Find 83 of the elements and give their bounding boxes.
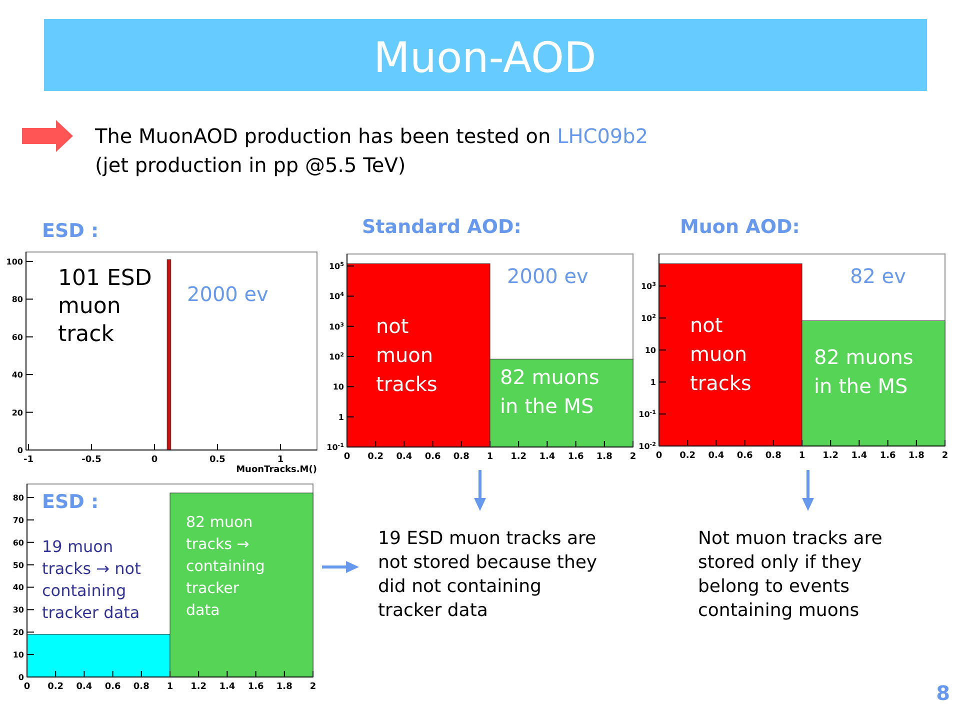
y-tick-label: 80: [12, 295, 24, 304]
y-tick-label: 10$^{-1}$: [638, 409, 656, 419]
y-tick-label: 70: [12, 516, 24, 525]
x-tick-label: 0.4: [396, 452, 412, 462]
y-tick-label: 10: [644, 346, 656, 355]
y-tick-label: 10$^{-1}$: [326, 442, 344, 452]
y-tick-label: 30: [12, 606, 24, 615]
x-tick-label: 1.8: [276, 682, 292, 692]
x-tick-label: 1.8: [908, 451, 924, 461]
x-tick-label: 1.4: [851, 451, 868, 461]
annotation: 82 muon tracks → containing tracker data: [186, 513, 265, 619]
x-tick-label: 2: [630, 452, 636, 462]
y-tick-label: 10: [332, 382, 344, 392]
x-tick-label: 1.8: [596, 452, 612, 462]
x-tick-label: 0.5: [210, 455, 226, 465]
y-tick-label: 1: [338, 412, 344, 422]
x-axis-title: MuonTracks.M(): [236, 465, 317, 475]
x-tick-label: 0.8: [765, 451, 782, 461]
annotation: 101 ESD muon track: [58, 266, 152, 347]
y-tick-label: 40: [12, 583, 24, 592]
text: Muon-AOD: [374, 33, 596, 82]
y-tick-label: 60: [12, 332, 24, 342]
text: (jet production in pp @5.5 TeV): [95, 153, 406, 177]
y-tick-label: 10$^{2}$: [640, 313, 656, 323]
x-tick-label: 0.4: [708, 451, 724, 461]
annotation: 19 muon tracks → not containing tracker data: [42, 537, 141, 622]
y-tick-label: 80: [12, 493, 24, 502]
x-tick-label: 1.6: [568, 452, 584, 462]
x-tick-label: 0.6: [104, 682, 121, 692]
x-tick-label: 1.4: [219, 682, 236, 692]
x-tick-label: 0.2: [368, 452, 384, 462]
x-tick-label: 0.2: [48, 682, 64, 692]
x-tick-label: 1.2: [190, 682, 207, 692]
y-tick-label: 20: [12, 628, 24, 638]
x-tick-label: 0.6: [736, 451, 753, 461]
text: The MuonAOD production has been tested on LHC09b2: [94, 124, 648, 148]
y-tick-label: 20: [12, 408, 24, 418]
y-tick-label: 40: [12, 370, 24, 380]
x-tick-label: 1: [486, 452, 494, 462]
y-tick-label: 60: [12, 538, 24, 548]
x-tick-label: 0.4: [76, 682, 92, 692]
text: 19 ESD muon tracks are not stored because they did not containing tracker data: [378, 528, 598, 621]
x-tick-label: 0.2: [680, 451, 696, 461]
chart-title: Muon AOD:: [680, 216, 800, 238]
x-tick-label: 2: [310, 682, 316, 692]
x-tick-label: -1: [24, 455, 34, 465]
text: Not muon tracks are stored only if they belong to events containing muons: [698, 528, 882, 621]
x-tick-label: 0.6: [424, 452, 441, 462]
x-tick-label: 0.8: [133, 682, 150, 692]
y-tick-label: 10$^{5}$: [328, 261, 344, 272]
x-tick-label: 1: [277, 455, 284, 465]
annotation: 82 muons in the MS: [500, 365, 600, 418]
text: 8: [936, 681, 950, 705]
chart-title: ESD :: [42, 220, 99, 242]
x-tick-label: 1.6: [880, 451, 896, 461]
y-tick-label: 10$^{2}$: [328, 352, 344, 362]
annotation: 2000 ev: [187, 282, 269, 306]
x-tick-label: -0.5: [82, 455, 102, 465]
annotation: 82 ev: [850, 264, 906, 288]
annotation: 82 muons in the MS: [814, 345, 914, 398]
y-tick-label: 1: [650, 378, 656, 387]
y-tick-label: 10$^{3}$: [640, 281, 656, 291]
y-tick-label: 0: [18, 673, 24, 682]
y-tick-label: 10$^{3}$: [328, 321, 344, 332]
y-tick-label: 10: [12, 650, 24, 660]
annotation: not muon tracks: [376, 314, 438, 396]
x-tick-label: 0.8: [453, 452, 470, 462]
y-tick-label: 100: [6, 257, 24, 266]
x-tick-label: 1.4: [539, 452, 556, 462]
x-tick-label: 1.2: [822, 451, 839, 461]
annotation: not muon tracks: [690, 313, 752, 395]
chart-title: ESD :: [42, 491, 99, 513]
y-tick-label: 10$^{-2}$: [638, 441, 656, 451]
y-tick-label: 10$^{4}$: [328, 291, 344, 302]
x-tick-label: 1: [798, 451, 806, 461]
y-tick-label: 50: [12, 560, 24, 570]
chart-title: Standard AOD:: [362, 216, 522, 238]
annotation: 2000 ev: [507, 264, 589, 288]
x-tick-label: 1.2: [510, 452, 527, 462]
x-tick-label: 0: [151, 455, 158, 465]
x-tick-label: 1.6: [248, 682, 264, 692]
x-tick-label: 1: [166, 682, 174, 692]
x-tick-label: 2: [942, 451, 948, 461]
